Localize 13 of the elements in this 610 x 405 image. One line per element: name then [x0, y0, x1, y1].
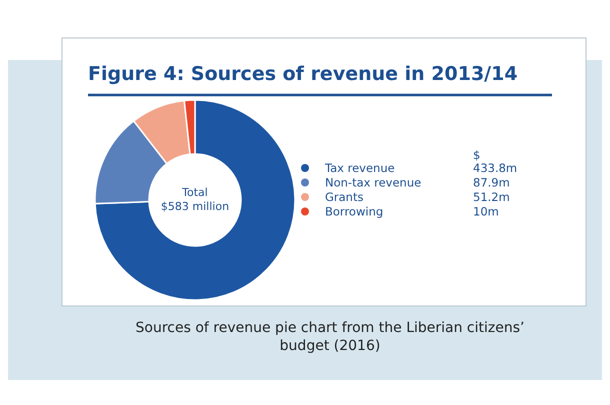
- legend-label: Non-tax revenue: [325, 176, 422, 190]
- legend-label: Borrowing: [325, 204, 384, 218]
- chart-title: Figure 4: Sources of revenue in 2013/14: [88, 63, 518, 85]
- donut-slice: [94, 99, 296, 301]
- source-note: Sources of revenue pie chart from the Liberian citizens’ budget (2016): [136, 320, 524, 354]
- text: Total $583 million: [160, 186, 230, 213]
- legend-label: Tax revenue: [324, 161, 395, 175]
- legend-label: Grants: [325, 190, 364, 204]
- legend-title: $: [473, 148, 480, 162]
- data-label: 433.8m: [473, 161, 518, 175]
- data-label: 10m: [473, 204, 499, 218]
- data-label: 87.9m: [473, 176, 510, 190]
- data-label: 51.2m: [473, 190, 510, 204]
